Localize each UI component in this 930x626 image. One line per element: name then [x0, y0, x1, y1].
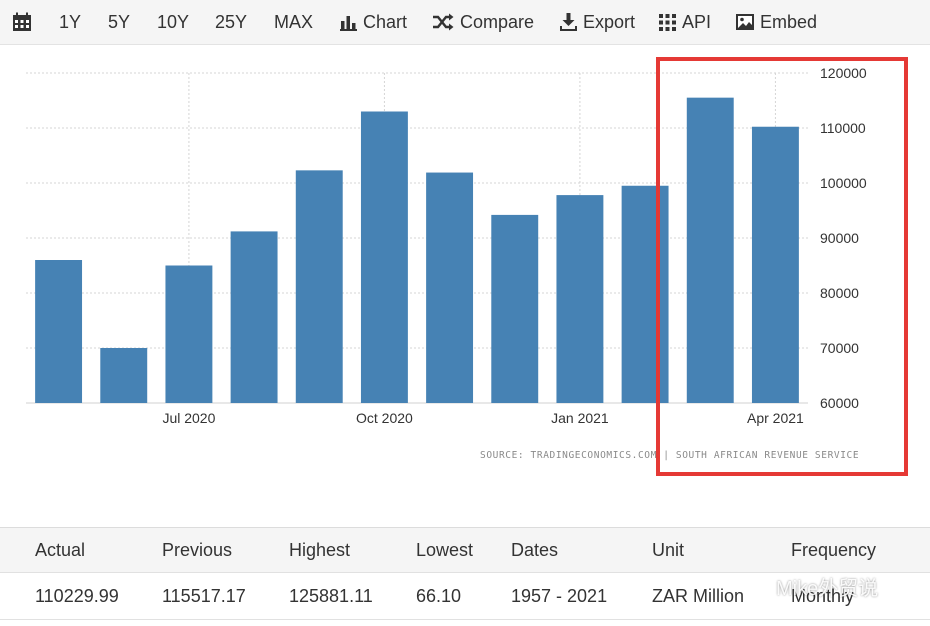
download-icon [560, 13, 577, 31]
embed-button[interactable]: Embed [736, 0, 817, 44]
chart-type-button[interactable]: Chart [340, 0, 407, 44]
x-tick-label: Jul 2020 [162, 410, 215, 426]
bar-chart: 60000 70000 80000 90000 100000 110000 120000 J… [26, 65, 867, 426]
range-10y-button[interactable]: 10Y [157, 0, 189, 44]
bar[interactable] [100, 348, 148, 403]
range-10y-label: 10Y [157, 11, 190, 32]
chart-type-label: Chart [363, 11, 408, 32]
embed-label: Embed [760, 11, 818, 32]
x-tick-label: Apr 2021 [747, 410, 804, 426]
y-tick-label: 120000 [820, 65, 867, 81]
range-25y-button[interactable]: 25Y [215, 0, 247, 44]
bar[interactable] [295, 170, 343, 403]
x-tick-label: Oct 2020 [356, 410, 413, 426]
y-tick-label: 90000 [820, 230, 859, 246]
range-1y-button[interactable]: 1Y [59, 0, 81, 44]
range-max-label: MAX [274, 11, 314, 32]
header-unit: Unit [652, 540, 685, 560]
value-dates: 1957 - 2021 [511, 586, 608, 606]
bar[interactable] [230, 231, 278, 403]
bar[interactable] [426, 172, 474, 403]
grid-icon [659, 13, 676, 31]
y-tick-label: 60000 [820, 395, 859, 411]
bar[interactable] [165, 265, 213, 404]
stats-table: Actual Previous Highest Lowest Dates Uni… [0, 527, 930, 620]
chart-toolbar: 1Y 5Y 10Y 25Y MAX Chart Compare Export A… [0, 0, 930, 45]
y-tick-label: 80000 [820, 285, 859, 301]
y-tick-label: 110000 [820, 120, 866, 136]
bar-chart-icon [340, 14, 357, 31]
header-frequency: Frequency [791, 540, 877, 560]
image-icon [736, 14, 754, 30]
x-tick-label: Jan 2021 [551, 410, 609, 426]
source-note: SOURCE: TRADINGECONOMICS.COM | SOUTH AFR… [480, 450, 860, 461]
range-max-button[interactable]: MAX [274, 0, 313, 44]
api-button[interactable]: API [659, 0, 711, 44]
range-5y-label: 5Y [108, 11, 131, 32]
highlight-box [656, 57, 908, 476]
value-frequency: Monthly [791, 586, 855, 606]
bar[interactable] [35, 260, 83, 403]
watermark: Mike外贸说 [740, 572, 878, 601]
watermark-text: Mike外贸说 [776, 578, 879, 600]
range-5y-button[interactable]: 5Y [108, 0, 130, 44]
export-button[interactable]: Export [560, 0, 635, 44]
compare-label: Compare [460, 11, 535, 32]
export-label: Export [583, 11, 636, 32]
value-lowest: 66.10 [416, 586, 462, 606]
shuffle-icon [432, 13, 454, 31]
calendar-button[interactable] [12, 0, 38, 44]
x-axis-ticks: Jul 2020 Oct 2020 Jan 2021 Apr 2021 [162, 410, 804, 426]
value-highest: 125881.11 [289, 586, 373, 606]
header-highest: Highest [289, 540, 351, 560]
value-previous: 115517.17 [162, 586, 246, 606]
api-label: API [682, 11, 712, 32]
y-tick-label: 70000 [820, 340, 859, 356]
value-actual: 110229.99 [35, 586, 119, 606]
header-lowest: Lowest [416, 540, 474, 560]
range-1y-label: 1Y [59, 11, 82, 32]
y-tick-label: 100000 [820, 175, 867, 191]
bar[interactable] [360, 111, 408, 404]
bar[interactable] [556, 195, 604, 403]
bars [35, 97, 799, 404]
range-25y-label: 25Y [215, 11, 248, 32]
bar[interactable] [751, 126, 799, 404]
wechat-icon [740, 575, 770, 599]
value-unit: ZAR Million [652, 586, 745, 606]
calendar-icon [12, 12, 32, 32]
header-actual: Actual [35, 540, 86, 560]
bar[interactable] [491, 214, 539, 403]
compare-button[interactable]: Compare [432, 0, 534, 44]
chart-area: 60000 70000 80000 90000 100000 110000 120000 J… [0, 44, 930, 474]
bar[interactable] [686, 97, 734, 403]
header-previous: Previous [162, 540, 233, 560]
stats-value-row: 110229.99 115517.17 125881.11 66.10 1957… [0, 573, 930, 620]
bar[interactable] [621, 185, 669, 403]
y-axis-ticks: 60000 70000 80000 90000 100000 110000 120000 [820, 65, 867, 411]
stats-header-row: Actual Previous Highest Lowest Dates Uni… [0, 528, 930, 573]
header-dates: Dates [511, 540, 559, 560]
